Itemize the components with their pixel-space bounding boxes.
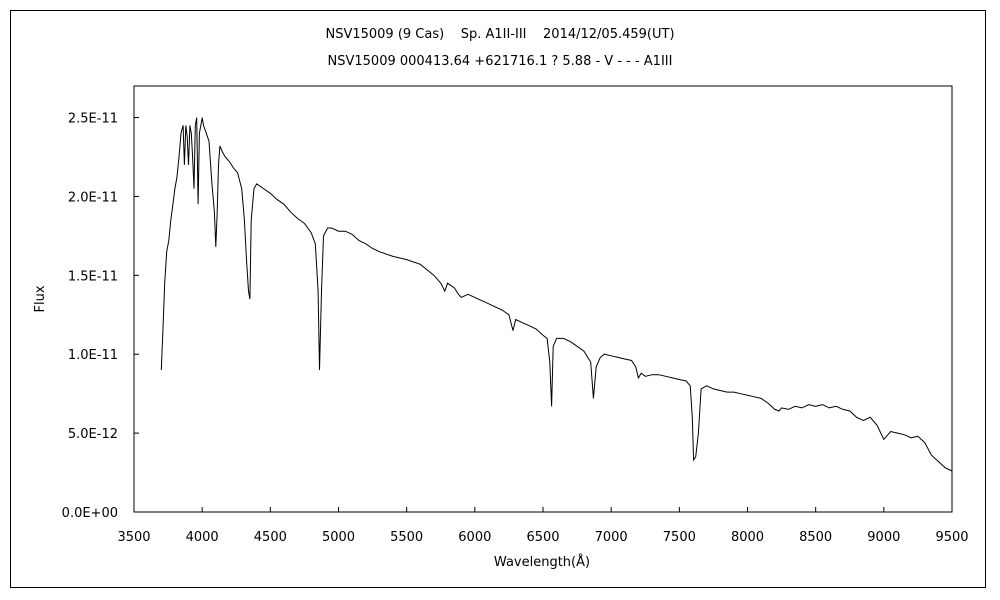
- x-axis-label: Wavelength(Å): [494, 554, 590, 570]
- y-tick-label: 1.5E-11: [68, 269, 118, 284]
- chart-subtitle: NSV15009 000413.64 +621716.1 ? 5.88 - V …: [328, 54, 673, 69]
- y-tick-label: 0.0E+00: [62, 506, 118, 521]
- x-tick-label: 9500: [935, 530, 968, 545]
- y-axis: 0.0E+00 5.0E-12 1.0E-11 1.5E-11 2.0E-11 2.5E-…: [62, 112, 139, 521]
- plot-area: [133, 85, 953, 513]
- y-axis-label: Flux: [33, 285, 48, 312]
- x-tick-label: 6500: [526, 530, 559, 545]
- x-tick-label: 5500: [390, 530, 423, 545]
- x-tick-label: 6000: [458, 530, 491, 545]
- x-tick-label: 3500: [117, 530, 150, 545]
- y-tick-label: 5.0E-12: [68, 427, 118, 442]
- x-tick-label: 7500: [663, 530, 696, 545]
- y-tick-label: 2.5E-11: [68, 112, 118, 127]
- x-tick-label: 5000: [322, 530, 355, 545]
- chart-frame: [10, 10, 986, 588]
- spectrum-line: [160, 117, 953, 472]
- x-tick-label: 8500: [799, 530, 832, 545]
- x-tick-label: 4000: [186, 530, 219, 545]
- chart-title: NSV15009 (9 Cas) Sp. A1II-III 2014/12/05…: [325, 27, 674, 42]
- x-tick-label: 4500: [254, 530, 287, 545]
- y-tick-label: 1.0E-11: [68, 348, 118, 363]
- x-tick-label: 8000: [731, 530, 764, 545]
- x-tick-label: 9000: [867, 530, 900, 545]
- x-axis: 3500 4000 4500 5000 5500 6000 6500 7000 7500 8000…: [117, 507, 969, 545]
- x-tick-label: 7000: [595, 530, 628, 545]
- y-tick-label: 2.0E-11: [68, 190, 118, 205]
